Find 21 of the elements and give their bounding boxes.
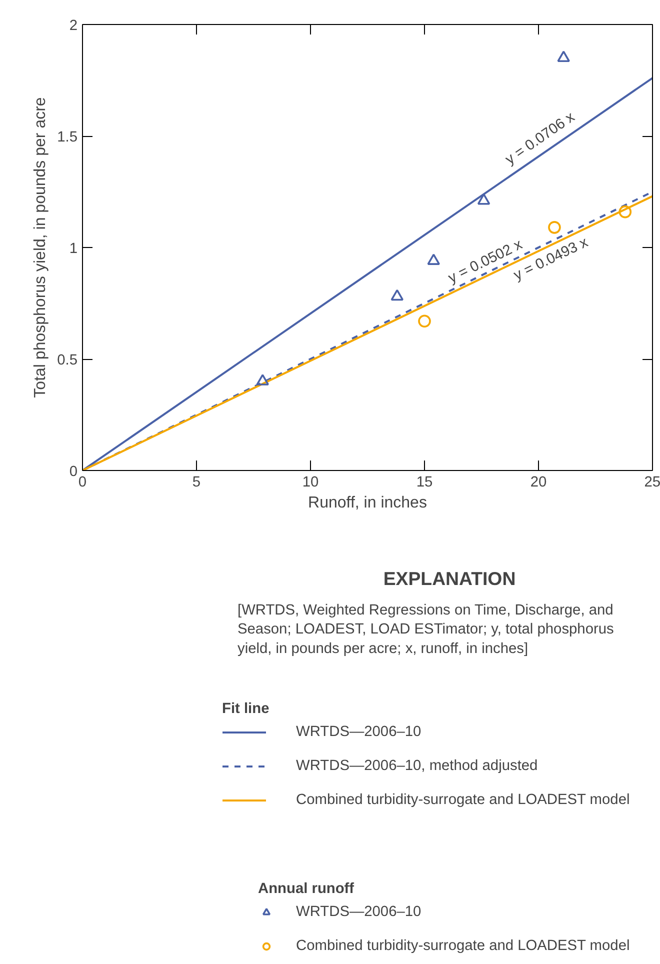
y-tick-label: 0 [69,464,78,480]
text: Annual runoff [258,881,356,897]
legend-label: Combined turbidity-surrogate and LOADEST model [296,938,630,954]
legend-label: WRTDS—2006–10, method adjusted [296,758,538,774]
y-tick-label: 0.5 [57,352,78,368]
y-axis-title: Total phosphorus yield, in pounds per acre [32,97,50,398]
x-tick-label: 5 [192,474,201,490]
y-tick-label: 1 [69,241,78,257]
text: Fit line [222,701,270,717]
y-tick-label: 2 [69,18,78,34]
text: [WRTDS, Weighted Regressions on Time, Discharge, and Season; LOADEST, LOAD ESTimator; y, total phosphorus yield, in pounds per acre; x, runoff, in inches] [238,602,614,657]
legend-label: Combined turbidity-surrogate and LOADEST model [296,792,630,808]
x-tick-label: 20 [530,474,547,490]
y-tick-label: 1.5 [57,130,78,146]
x-tick-label: 10 [302,474,319,490]
legend-label: WRTDS—2006–10 [296,904,422,920]
legend-label: WRTDS—2006–10 [296,724,422,740]
x-tick-label: 25 [644,474,660,490]
legend-title: EXPLANATION [383,568,516,589]
x-axis-title: Runoff, in inches [308,494,427,512]
x-tick-label: 15 [416,474,433,490]
